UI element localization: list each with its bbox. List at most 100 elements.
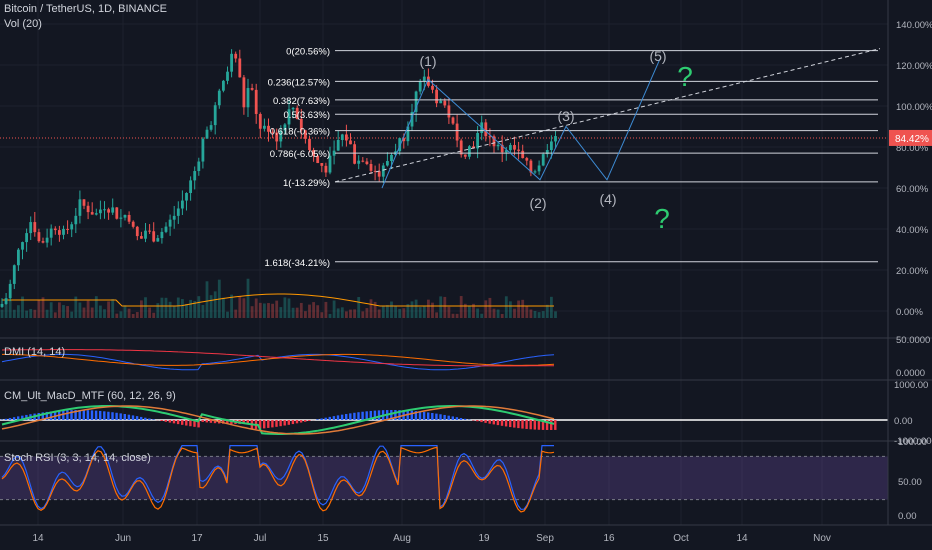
volume-bar bbox=[8, 299, 12, 318]
candle-body bbox=[135, 226, 139, 237]
volume-bar bbox=[250, 306, 254, 318]
wave-label: (3) bbox=[557, 108, 574, 124]
volume-bar bbox=[328, 313, 332, 318]
candle-body bbox=[160, 231, 164, 239]
volume-bar bbox=[234, 309, 238, 318]
candle-body bbox=[283, 124, 287, 131]
candle-body bbox=[119, 217, 123, 219]
candle-body bbox=[431, 85, 434, 90]
y-tick-label: 120.00% bbox=[896, 61, 932, 72]
candle-body bbox=[418, 81, 422, 92]
volume-bar bbox=[439, 296, 443, 318]
candle-body bbox=[4, 298, 8, 304]
macd-histogram-bar bbox=[398, 410, 401, 420]
candle-body bbox=[185, 193, 188, 201]
volume-bar bbox=[533, 310, 537, 318]
candle-body bbox=[131, 221, 135, 227]
candle-body bbox=[12, 265, 16, 284]
x-tick-label: Jul bbox=[254, 533, 267, 544]
macd-histogram-bar bbox=[361, 411, 364, 420]
volume-bar bbox=[492, 308, 496, 318]
candle-body bbox=[484, 122, 488, 137]
macd-histogram-bar bbox=[70, 410, 73, 420]
candle-body bbox=[258, 113, 262, 129]
macd-histogram-bar bbox=[94, 410, 98, 420]
candle-body bbox=[189, 180, 192, 194]
volume-bar bbox=[29, 308, 33, 318]
macd-histogram-bar bbox=[140, 416, 143, 420]
macd-histogram-bar bbox=[78, 410, 81, 420]
macd-histogram-bar bbox=[418, 411, 422, 420]
volume-bar bbox=[476, 308, 479, 318]
candle-body bbox=[226, 71, 229, 81]
macd-histogram-bar bbox=[304, 420, 307, 422]
macd-histogram-bar bbox=[394, 410, 397, 420]
dmi-label: DMI (14, 14) bbox=[4, 346, 66, 358]
trend-line bbox=[334, 48, 881, 183]
x-tick-label: Aug bbox=[393, 533, 411, 544]
volume-bar bbox=[176, 297, 180, 318]
elliott-wave-drawing[interactable]: (1) (2) (3) (4) (5)?? bbox=[381, 48, 693, 234]
stoch-rsi-label: Stoch RSI (3, 3, 14, 14, close) bbox=[4, 452, 151, 464]
volume-bar bbox=[222, 297, 225, 318]
candle-body bbox=[386, 161, 389, 166]
macd-signal-line bbox=[1, 405, 555, 435]
candle-body bbox=[90, 212, 94, 215]
macd-histogram-bar bbox=[189, 420, 192, 427]
volume-bar bbox=[99, 305, 102, 318]
macd-histogram-bar bbox=[492, 420, 495, 425]
volume-bar bbox=[484, 300, 488, 318]
volume-bar bbox=[226, 311, 229, 318]
volume-bar bbox=[513, 308, 516, 318]
candle-body bbox=[390, 154, 393, 162]
macd-histogram-bar bbox=[533, 420, 536, 430]
fibonacci-retracement[interactable]: 0(20.56%) 0.236(12.57%) 0.382(7.63%) 0.5(3.… bbox=[265, 47, 881, 269]
volume-bar bbox=[455, 313, 459, 318]
candle-body bbox=[181, 200, 184, 209]
candle-body bbox=[172, 215, 176, 220]
candle-body bbox=[209, 125, 213, 130]
stoch-tick-label: 0.00 bbox=[898, 511, 917, 522]
macd-histogram-bar bbox=[103, 411, 106, 420]
volume-bar bbox=[135, 312, 139, 318]
volume-bar bbox=[463, 303, 467, 318]
macd-histogram-bar bbox=[12, 417, 16, 420]
volume-bar bbox=[242, 298, 246, 318]
macd-histogram-bar bbox=[443, 414, 446, 420]
macd-histogram-bar bbox=[455, 417, 459, 420]
macd-histogram-bar bbox=[172, 420, 176, 424]
macd-histogram-bar bbox=[414, 411, 418, 420]
time-axis[interactable]: 14 Jun 17 Jul 15 Aug 19 Sep 16 Oct 14 Nov bbox=[0, 524, 932, 544]
volume-bar bbox=[500, 313, 504, 318]
volume-bar bbox=[140, 300, 143, 318]
candle-body bbox=[0, 303, 4, 307]
macd-histogram-bar bbox=[4, 418, 8, 420]
candle-body bbox=[250, 88, 254, 90]
macd-histogram-bar bbox=[357, 412, 360, 420]
fib-level-label: 1.618(-34.21%) bbox=[265, 258, 330, 269]
macd-histogram-bar bbox=[168, 420, 172, 423]
volume-bar bbox=[287, 298, 291, 318]
volume-bar bbox=[349, 309, 352, 318]
macd-histogram-bar bbox=[545, 420, 549, 430]
volume-bar bbox=[123, 305, 127, 318]
macd-histogram-bar bbox=[513, 420, 516, 428]
candle-body bbox=[468, 146, 471, 157]
macd-histogram-bar bbox=[435, 413, 438, 420]
volume-bar bbox=[550, 296, 553, 318]
volume-bar bbox=[86, 300, 90, 318]
volume-bar bbox=[377, 309, 381, 318]
macd-histogram-bar bbox=[17, 416, 20, 420]
macd-histogram-bar bbox=[213, 420, 217, 424]
x-tick-label: 16 bbox=[603, 533, 615, 544]
volume-bar bbox=[304, 311, 307, 318]
fib-level-label: 0.382(7.63%) bbox=[273, 96, 330, 107]
price-axis[interactable]: 140.00% 120.00% 100.00% 80.00% 60.00% 40.00% 2… bbox=[887, 0, 932, 525]
macd-histogram-bar bbox=[144, 417, 147, 420]
macd-histogram-bar bbox=[267, 420, 270, 428]
y-tick-label: 100.00% bbox=[896, 102, 932, 113]
x-tick-label: Oct bbox=[673, 533, 689, 544]
candle-body bbox=[304, 130, 307, 139]
